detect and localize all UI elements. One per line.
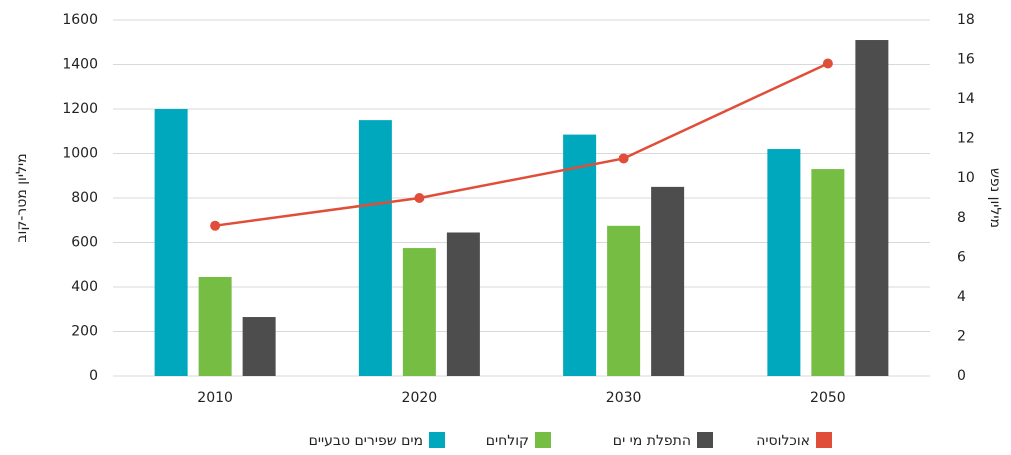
bar	[651, 186, 685, 376]
bar	[855, 40, 889, 377]
y2-tick-label: 14	[957, 91, 975, 107]
line-point	[210, 220, 221, 231]
y-axis-label: מיליון מטר-קוב	[14, 153, 30, 242]
x-tick-label: 2050	[810, 390, 846, 406]
y2-tick-label: 12	[957, 131, 975, 147]
x-tick-label: 2020	[402, 390, 438, 406]
y-tick-label: 1600	[62, 12, 98, 28]
bar	[811, 169, 845, 376]
y-tick-label: 1000	[62, 146, 98, 162]
legend-label: התפלת מי ים	[613, 433, 691, 449]
y2-tick-label: 0	[957, 368, 966, 384]
legend-swatch	[697, 432, 713, 448]
bar	[402, 248, 436, 376]
bar	[607, 225, 641, 376]
legend-label: אוכלוסיה	[756, 433, 810, 449]
x-tick-label: 2030	[606, 390, 642, 406]
y2-tick-label: 2	[957, 328, 966, 344]
y-tick-label: 1400	[62, 57, 98, 73]
legend-swatch	[535, 432, 551, 448]
y-tick-label: 600	[71, 235, 98, 251]
line-point	[822, 58, 833, 69]
y2-tick-label: 18	[957, 12, 975, 28]
x-tick-label: 2010	[197, 390, 233, 406]
y-tick-label: 1200	[62, 101, 98, 117]
bar	[563, 134, 597, 376]
y2-axis-label: מיליון נפש	[987, 168, 1003, 228]
legend-swatch	[429, 432, 445, 448]
legend-label: קולחים	[486, 433, 529, 449]
y2-tick-label: 10	[957, 170, 975, 186]
bar	[358, 120, 392, 376]
y2-tick-label: 4	[957, 289, 966, 305]
bar	[767, 149, 801, 376]
y-tick-label: 800	[71, 190, 98, 206]
line-point	[618, 153, 629, 164]
line	[214, 62, 829, 227]
legend-label: מים שפירים טבעיים	[309, 433, 423, 449]
bar	[446, 232, 480, 376]
y2-tick-label: 6	[957, 249, 966, 265]
y2-tick-label: 8	[957, 210, 966, 226]
y-tick-label: 200	[71, 324, 98, 340]
line-point	[414, 193, 425, 203]
legend-swatch	[816, 432, 832, 448]
y-tick-label: 400	[71, 279, 98, 295]
y2-tick-label: 16	[957, 52, 975, 68]
bar	[198, 276, 232, 376]
bar	[154, 109, 188, 376]
bar	[242, 317, 276, 376]
y-tick-label: 0	[89, 368, 98, 384]
